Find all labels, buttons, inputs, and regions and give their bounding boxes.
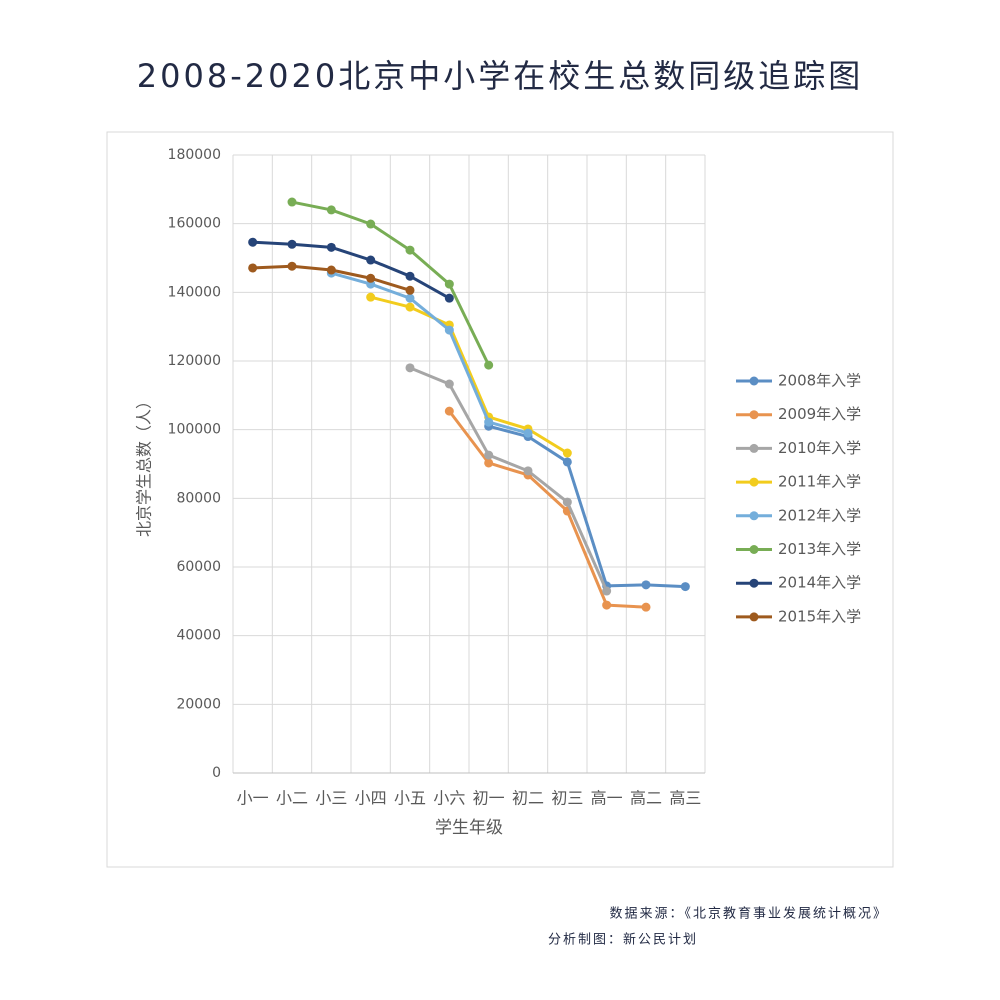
y-tick-label: 140000 bbox=[168, 284, 221, 300]
series-line bbox=[291, 200, 491, 366]
legend-label: 2009年入学 bbox=[778, 405, 861, 423]
x-tick-label: 初一 bbox=[473, 789, 505, 808]
y-tick-label: 180000 bbox=[168, 147, 221, 163]
legend-label: 2013年入学 bbox=[778, 540, 861, 558]
data-point bbox=[405, 271, 415, 281]
x-tick-label: 高二 bbox=[630, 789, 662, 808]
data-point bbox=[484, 450, 494, 460]
y-tick-label: 160000 bbox=[168, 216, 221, 232]
x-tick-label: 高三 bbox=[669, 789, 701, 808]
legend-label: 2011年入学 bbox=[778, 473, 861, 491]
y-tick-label: 20000 bbox=[176, 696, 221, 712]
legend-label: 2012年入学 bbox=[778, 506, 861, 524]
series-line bbox=[448, 410, 647, 609]
y-tick-label: 120000 bbox=[168, 353, 221, 369]
series-line bbox=[330, 271, 529, 435]
series-line bbox=[370, 295, 569, 455]
y-tick-label: 100000 bbox=[168, 422, 221, 438]
data-point bbox=[444, 406, 454, 416]
data-point bbox=[444, 379, 454, 389]
legend-label: 2014年入学 bbox=[778, 574, 861, 592]
x-tick-label: 小六 bbox=[433, 789, 465, 808]
chart-frame bbox=[106, 131, 894, 868]
data-point bbox=[366, 219, 376, 229]
data-point bbox=[405, 363, 415, 373]
series-line bbox=[252, 240, 451, 300]
data-point bbox=[641, 602, 651, 612]
y-tick-label: 0 bbox=[212, 765, 221, 781]
data-point bbox=[248, 237, 258, 247]
y-axis-label: 北京学生总数（人） bbox=[135, 393, 154, 537]
data-point bbox=[326, 265, 336, 275]
data-point bbox=[523, 428, 533, 438]
data-point bbox=[444, 293, 454, 303]
x-tick-label: 初二 bbox=[512, 789, 544, 808]
legend-marker bbox=[749, 545, 759, 554]
x-tick-label: 小四 bbox=[355, 789, 387, 808]
data-point bbox=[366, 273, 376, 283]
x-tick-label: 小二 bbox=[276, 789, 308, 808]
data-point bbox=[444, 325, 454, 335]
x-tick-label: 小一 bbox=[237, 789, 269, 808]
chart-title: 2008-2020北京中小学在校生总数同级追踪图 bbox=[137, 57, 863, 95]
legend-marker bbox=[749, 410, 759, 420]
data-point bbox=[444, 279, 454, 289]
x-tick-label: 小三 bbox=[315, 789, 347, 808]
legend-label: 2010年入学 bbox=[778, 439, 861, 457]
data-point bbox=[287, 239, 297, 249]
data-point bbox=[405, 285, 415, 295]
legend-marker bbox=[749, 376, 759, 386]
data-point bbox=[366, 292, 376, 302]
y-tick-label: 80000 bbox=[176, 490, 221, 506]
data-point bbox=[562, 457, 572, 467]
data-point bbox=[405, 245, 415, 255]
data-point bbox=[484, 458, 494, 468]
series-line bbox=[409, 366, 609, 592]
x-tick-label: 小五 bbox=[394, 789, 426, 808]
data-point bbox=[641, 580, 651, 590]
data-point bbox=[287, 197, 297, 207]
x-axis-label: 学生年级 bbox=[435, 818, 503, 838]
data-point bbox=[602, 600, 612, 610]
legend-marker bbox=[749, 578, 759, 588]
data-point bbox=[562, 448, 572, 458]
data-point bbox=[680, 582, 690, 592]
data-point bbox=[326, 242, 336, 252]
data-point bbox=[405, 302, 415, 312]
x-tick-label: 高一 bbox=[591, 789, 623, 808]
x-tick-label: 初三 bbox=[551, 789, 583, 808]
author-note: 分析制图：新公民计划 bbox=[548, 932, 698, 948]
legend-marker bbox=[749, 443, 759, 453]
series-line bbox=[488, 424, 686, 589]
legend-marker bbox=[749, 612, 759, 622]
data-point bbox=[602, 586, 612, 596]
data-point bbox=[287, 261, 297, 271]
source-note: 数据来源：《北京教育事业发展统计概况》 bbox=[609, 906, 888, 922]
y-tick-label: 40000 bbox=[176, 628, 221, 644]
data-point bbox=[248, 263, 258, 273]
legend-label: 2008年入学 bbox=[778, 372, 861, 390]
data-point bbox=[523, 466, 533, 476]
data-point bbox=[405, 293, 415, 303]
data-point bbox=[366, 255, 376, 265]
y-tick-label: 60000 bbox=[176, 559, 221, 575]
data-point bbox=[326, 205, 336, 215]
data-point bbox=[562, 497, 572, 507]
legend-marker bbox=[749, 511, 759, 521]
legend-label: 2015年入学 bbox=[778, 607, 861, 625]
data-point bbox=[484, 417, 494, 427]
legend-marker bbox=[749, 477, 759, 487]
data-point bbox=[484, 360, 494, 370]
